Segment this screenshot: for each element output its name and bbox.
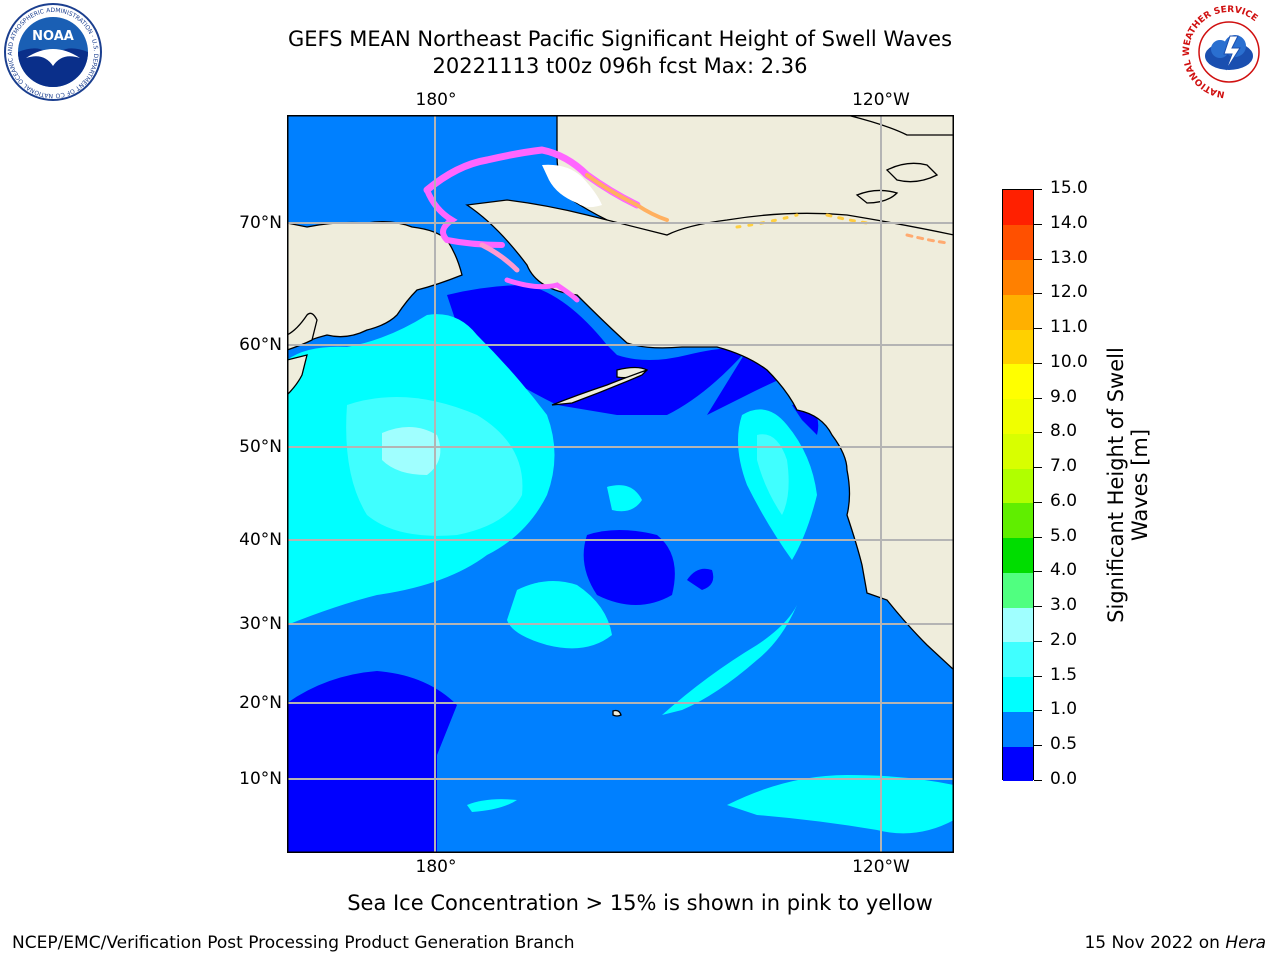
ice-covered-area <box>542 164 602 208</box>
colorbar-segment <box>1003 641 1033 678</box>
colorbar-tick <box>1034 501 1042 503</box>
colorbar-tick <box>1034 328 1042 330</box>
colorbar-title: Significant Height of Swell Waves [m] <box>1104 347 1152 623</box>
colorbar-segment <box>1003 537 1033 573</box>
footer-system: Hera <box>1225 933 1266 953</box>
colorbar-segment <box>1003 746 1033 782</box>
lon-label-bottom-180: 180° <box>415 857 457 877</box>
colorbar-tick-label: 8.0 <box>1050 421 1078 442</box>
colorbar-tick <box>1034 606 1042 608</box>
lat-label-30n: 30°N <box>239 614 282 634</box>
colorbar-segment <box>1003 398 1033 434</box>
colorbar-tick <box>1034 397 1042 399</box>
colorbar-segment <box>1003 294 1033 330</box>
lat-label-70n: 70°N <box>239 213 282 233</box>
lat-label-10n: 10°N <box>239 769 282 789</box>
sea-ice-caption: Sea Ice Concentration > 15% is shown in … <box>347 891 933 915</box>
lon-label-bottom-120w: 120°W <box>852 857 910 877</box>
colorbar-tick-label: 14.0 <box>1050 212 1088 233</box>
colorbar-segment <box>1003 190 1033 226</box>
colorbar-tick <box>1034 362 1042 364</box>
sea-ice-fringe <box>423 146 949 303</box>
footer-date-text: 15 Nov 2022 on <box>1084 933 1226 953</box>
colorbar-tick-label: 3.0 <box>1050 595 1078 616</box>
colorbar-tick <box>1034 710 1042 712</box>
swell-band-0-0.5 <box>287 285 847 853</box>
colorbar-tick <box>1034 293 1042 295</box>
colorbar-segment <box>1003 676 1033 712</box>
colorbar-tick <box>1034 189 1042 190</box>
colorbar-tick-label: 9.0 <box>1050 386 1078 407</box>
swell-height-map <box>287 115 954 853</box>
colorbar-segment <box>1003 329 1033 365</box>
colorbar-tick-label: 0.0 <box>1050 769 1078 789</box>
lat-label-50n: 50°N <box>239 437 282 457</box>
colorbar-tick <box>1034 258 1042 260</box>
colorbar-tick <box>1034 467 1042 469</box>
colorbar-tick-label: 4.0 <box>1050 560 1078 581</box>
lon-label-top-180: 180° <box>415 90 457 110</box>
colorbar-tick-label: 7.0 <box>1050 456 1078 477</box>
colorbar-segment <box>1003 502 1033 539</box>
swell-band-2.0-3.0 <box>382 426 441 475</box>
colorbar-tick <box>1034 745 1042 747</box>
lat-label-20n: 20°N <box>239 693 282 713</box>
colorbar-tick-label: 15.0 <box>1050 178 1088 198</box>
colorbar <box>1002 189 1034 782</box>
colorbar-segment <box>1003 711 1033 747</box>
colorbar-tick-label: 0.5 <box>1050 734 1078 755</box>
colorbar-tick <box>1034 223 1042 225</box>
colorbar-segment <box>1003 224 1033 260</box>
colorbar-tick-label: 11.0 <box>1050 317 1088 338</box>
colorbar-tick <box>1034 536 1042 538</box>
colorbar-segment <box>1003 363 1033 400</box>
colorbar-tick <box>1034 640 1042 642</box>
colorbar-segment <box>1003 607 1033 643</box>
colorbar-segment <box>1003 468 1033 504</box>
chart-subtitle: 20221113 t00z 096h fcst Max: 2.36 <box>432 54 808 78</box>
footer-credit: NCEP/EMC/Verification Post Processing Pr… <box>12 933 575 953</box>
colorbar-tick-label: 1.0 <box>1050 699 1078 720</box>
colorbar-segment <box>1003 433 1033 469</box>
lon-label-top-120w: 120°W <box>852 90 910 110</box>
colorbar-segment <box>1003 572 1033 608</box>
footer-date: 15 Nov 2022 on Hera <box>1084 933 1266 953</box>
colorbar-tick-label: 13.0 <box>1050 247 1088 268</box>
lat-label-40n: 40°N <box>239 530 282 550</box>
colorbar-tick-label: 12.0 <box>1050 282 1088 303</box>
map-border <box>287 115 954 853</box>
colorbar-tick <box>1034 780 1042 781</box>
svg-text:NOAA: NOAA <box>32 29 74 44</box>
nws-logo: NATIONAL WEATHER SERVICE <box>1182 5 1275 99</box>
colorbar-tick-label: 5.0 <box>1050 525 1078 546</box>
colorbar-tick <box>1034 432 1042 434</box>
graticule <box>287 115 954 853</box>
colorbar-tick <box>1034 675 1042 677</box>
lat-label-60n: 60°N <box>239 335 282 355</box>
colorbar-segment <box>1003 259 1033 295</box>
colorbar-tick-label: 6.0 <box>1050 490 1078 511</box>
colorbar-tick <box>1034 571 1042 573</box>
noaa-logo: NATIONAL OCEANIC AND ATMOSPHERIC ADMINIS… <box>2 2 102 101</box>
colorbar-tick-label: 2.0 <box>1050 629 1078 650</box>
colorbar-tick-label: 1.5 <box>1050 664 1078 685</box>
chart-title: GEFS MEAN Northeast Pacific Significant … <box>287 27 953 51</box>
colorbar-tick-label: 10.0 <box>1050 351 1088 372</box>
